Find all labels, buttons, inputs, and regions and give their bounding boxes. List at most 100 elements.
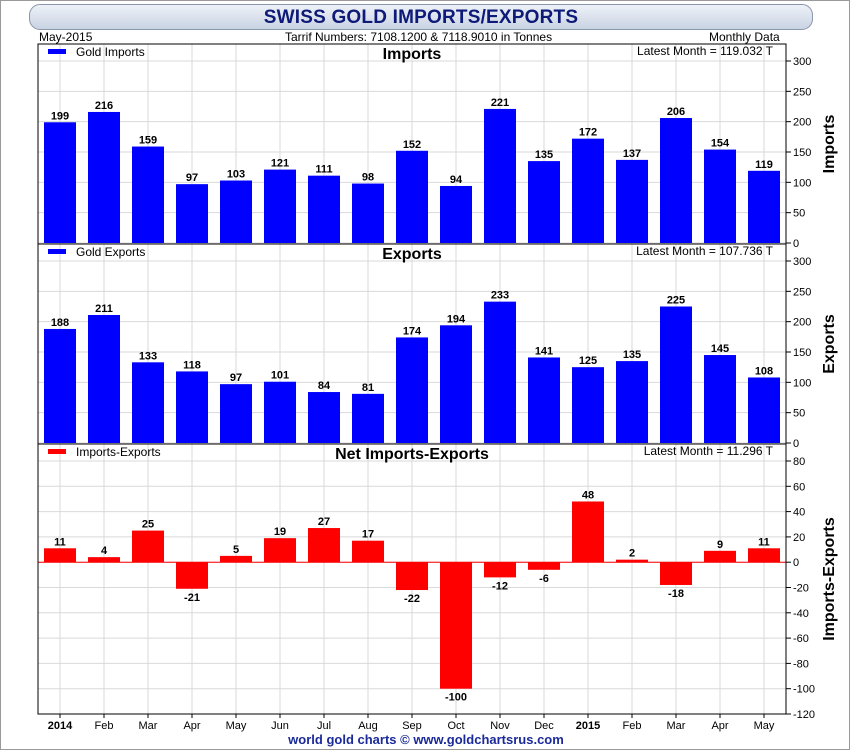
x-tick-label: Jun	[271, 720, 289, 732]
legend-label: Gold Exports	[76, 245, 145, 259]
x-tick-label: May	[226, 720, 247, 732]
bar	[660, 306, 692, 443]
chart-title: SWISS GOLD IMPORTS/EXPORTS	[263, 7, 579, 28]
bar	[220, 384, 252, 443]
data-label: 233	[491, 290, 509, 302]
y-tick-label: 0	[793, 238, 799, 250]
bar	[264, 381, 296, 443]
data-label: 174	[403, 325, 422, 337]
panel-title: Exports	[382, 246, 442, 263]
y-tick-label: -120	[793, 709, 815, 721]
data-label: 2	[629, 548, 635, 560]
tariff-label: Tarrif Numbers: 7108.1200 & 7118.9010 in…	[285, 30, 553, 44]
y-tick-label: 60	[793, 481, 805, 493]
bar	[44, 122, 76, 243]
y-tick-label: 80	[793, 456, 805, 468]
bar	[132, 362, 164, 443]
title-bar: SWISS GOLD IMPORTS/EXPORTS	[29, 4, 813, 30]
data-label: 5	[233, 544, 239, 556]
data-label: 118	[183, 359, 201, 371]
y-tick-label: 40	[793, 507, 805, 519]
y-tick-label: 150	[793, 147, 811, 159]
x-tick-label: 2015	[576, 720, 600, 732]
data-label: 111	[315, 164, 332, 176]
latest-month-note: Latest Month = 119.032 T	[637, 44, 774, 58]
bar	[748, 548, 780, 563]
y-tick-label: 100	[793, 377, 811, 389]
y-tick-label: 150	[793, 347, 811, 359]
data-label: 101	[271, 370, 289, 382]
bar	[748, 170, 780, 243]
bar	[440, 562, 472, 689]
bar	[572, 138, 604, 243]
data-label: 121	[271, 158, 289, 170]
data-label: 19	[274, 526, 286, 538]
bar	[220, 180, 252, 243]
bar	[572, 367, 604, 443]
data-label: -12	[492, 580, 508, 592]
bar	[440, 185, 472, 243]
bar	[88, 314, 120, 443]
bar	[132, 530, 164, 563]
bar	[616, 361, 648, 443]
y-tick-label: -80	[793, 658, 809, 670]
data-label: -22	[404, 593, 420, 605]
data-label: 48	[582, 489, 594, 501]
bar	[308, 175, 340, 243]
x-tick-label: Nov	[490, 720, 510, 732]
data-label: 94	[450, 174, 463, 186]
data-label: 145	[711, 343, 729, 355]
data-label: 199	[51, 110, 69, 122]
bar	[616, 559, 648, 563]
data-label: 188	[51, 317, 69, 329]
data-label: 4	[101, 545, 108, 557]
bar	[396, 562, 428, 591]
x-tick-label: Jul	[317, 720, 331, 732]
legend-label: Imports-Exports	[76, 445, 161, 459]
data-label: 81	[362, 382, 374, 394]
y-tick-label: 250	[793, 86, 811, 98]
legend-swatch	[48, 449, 66, 454]
y-tick-label: 300	[793, 56, 811, 68]
bar	[264, 169, 296, 243]
y-axis-title: Imports	[821, 115, 838, 174]
data-label: 211	[95, 303, 113, 315]
y-tick-label: 20	[793, 532, 805, 544]
bar	[264, 538, 296, 563]
bar	[44, 548, 76, 563]
y-tick-label: 200	[793, 117, 811, 129]
x-tick-label: Feb	[623, 720, 642, 732]
data-label: 98	[362, 172, 374, 184]
y-tick-label: 250	[793, 286, 811, 298]
bar	[44, 328, 76, 443]
data-label: 141	[535, 345, 553, 357]
x-tick-label: Oct	[447, 720, 464, 732]
x-tick-label: Dec	[534, 720, 554, 732]
x-tick-label: Sep	[402, 720, 422, 732]
data-label: 206	[667, 106, 685, 118]
bar	[132, 146, 164, 243]
bar	[308, 528, 340, 563]
bar	[88, 557, 120, 563]
data-label: 159	[139, 135, 157, 147]
bar	[528, 161, 560, 243]
y-tick-label: 50	[793, 408, 805, 420]
y-axis-title: Exports	[821, 314, 838, 374]
bar	[528, 357, 560, 443]
panel-title: Net Imports-Exports	[335, 446, 489, 463]
data-label: 135	[623, 349, 641, 361]
legend-swatch	[48, 49, 66, 54]
bar	[748, 377, 780, 443]
bar	[352, 540, 384, 563]
bar	[308, 392, 340, 443]
frequency-label: Monthly Data	[709, 30, 780, 44]
data-label: 17	[362, 529, 374, 541]
bar	[396, 150, 428, 243]
data-label: -21	[184, 592, 200, 604]
bar	[484, 108, 516, 243]
bar	[616, 159, 648, 243]
data-label: 119	[755, 159, 773, 171]
bar	[572, 501, 604, 563]
data-label: 216	[95, 100, 113, 112]
